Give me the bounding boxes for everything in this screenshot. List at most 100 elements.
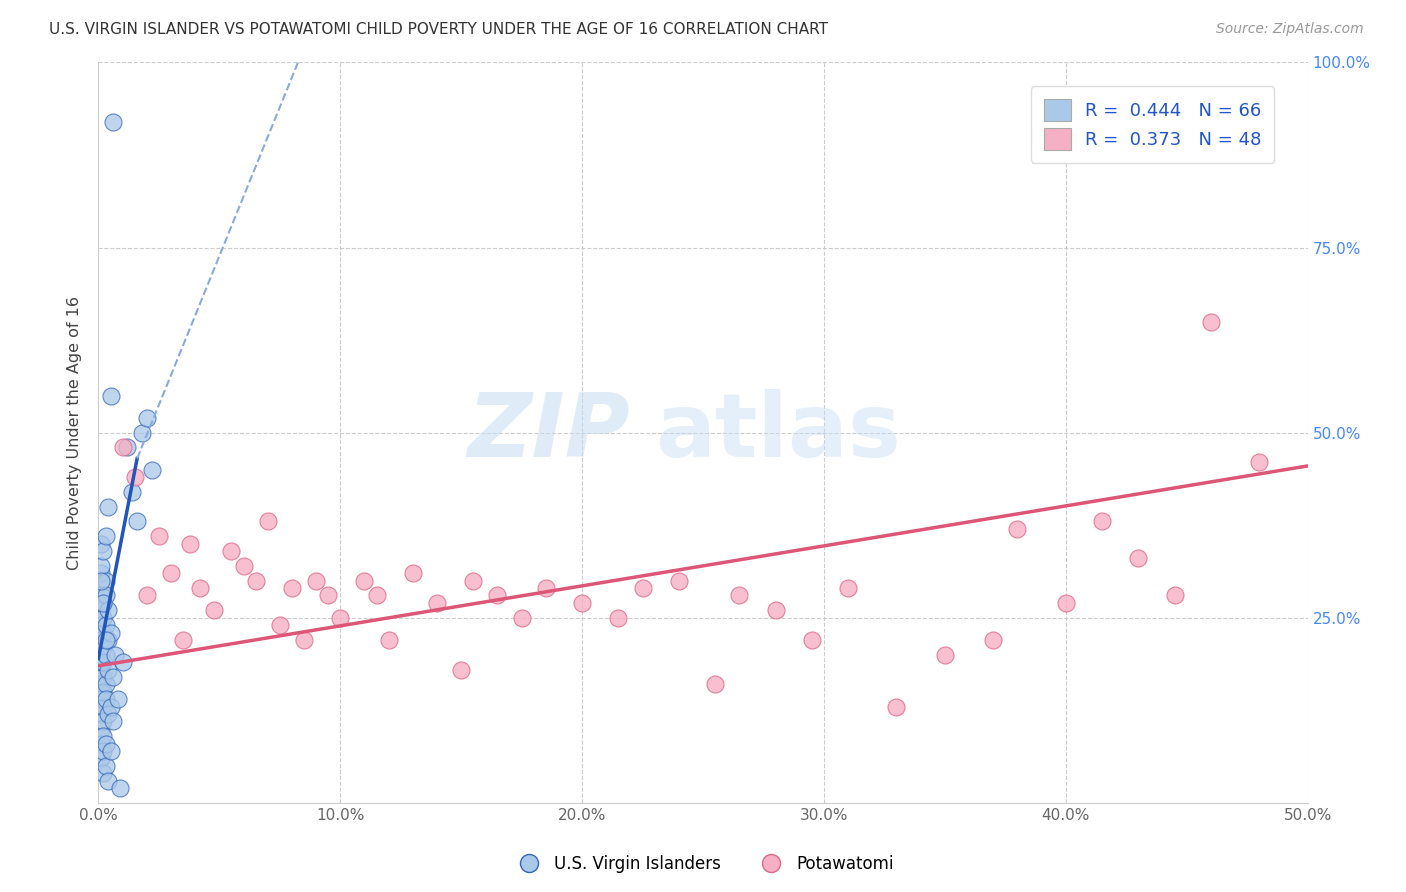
Point (91, 699, 114, 714)
Point (135, 410, 157, 425)
Point (256, 515, 278, 529)
Point (94, 574, 117, 588)
Point (305, 574, 328, 588)
Point (934, 648, 956, 662)
Point (101, 114, 124, 128)
Point (90, 737, 112, 751)
Point (204, 603, 226, 617)
Point (94, 677, 117, 691)
Point (353, 574, 375, 588)
Point (510, 610, 533, 624)
Point (450, 663, 472, 677)
Point (101, 670, 124, 684)
Point (631, 581, 654, 595)
Point (704, 677, 727, 691)
Point (94, 758, 117, 772)
Point (91, 744, 114, 758)
Point (101, 714, 124, 729)
Point (607, 610, 630, 624)
Point (281, 581, 304, 595)
Text: atlas: atlas (655, 389, 900, 476)
Point (90, 574, 112, 588)
Point (426, 596, 449, 610)
Point (486, 589, 509, 603)
Point (1249, 455, 1271, 469)
Point (91, 596, 114, 610)
Point (329, 610, 352, 624)
Point (91, 714, 114, 729)
Point (97, 603, 120, 617)
Point (188, 581, 211, 595)
Point (97, 663, 120, 677)
Point (90, 632, 112, 647)
Point (90, 589, 112, 603)
Text: ZIP: ZIP (468, 389, 630, 476)
Point (765, 603, 787, 617)
Point (97, 500, 120, 514)
Point (94, 589, 117, 603)
Point (90, 558, 112, 573)
Point (91, 655, 114, 669)
Point (90, 566, 112, 581)
Point (90, 722, 112, 736)
Point (90, 706, 112, 721)
Point (94, 737, 117, 751)
Point (463, 574, 485, 588)
Point (94, 618, 117, 632)
Point (377, 632, 399, 647)
Point (121, 484, 143, 499)
Legend: U.S. Virgin Islanders, Potawatomi: U.S. Virgin Islanders, Potawatomi (506, 848, 900, 880)
Point (402, 566, 425, 581)
Point (316, 589, 339, 603)
Point (232, 558, 254, 573)
Point (107, 692, 129, 706)
Point (269, 618, 291, 632)
Point (94, 632, 117, 647)
Point (837, 581, 859, 595)
Point (135, 589, 157, 603)
Point (100, 388, 122, 402)
Point (94, 692, 117, 706)
Point (1128, 551, 1150, 566)
Legend: R =  0.444   N = 66, R =  0.373   N = 48: R = 0.444 N = 66, R = 0.373 N = 48 (1031, 87, 1274, 163)
Point (221, 544, 243, 558)
Point (90, 648, 112, 662)
Point (91, 729, 114, 743)
Point (97, 773, 120, 788)
Point (91, 610, 114, 624)
Point (91, 685, 114, 699)
Point (117, 441, 139, 455)
Point (94, 648, 117, 662)
Point (90, 692, 112, 706)
Point (94, 529, 117, 543)
Point (90, 663, 112, 677)
Point (90, 677, 112, 691)
Point (1054, 596, 1077, 610)
Point (97, 706, 120, 721)
Point (534, 581, 557, 595)
Point (104, 648, 127, 662)
Point (111, 655, 134, 669)
Point (1199, 314, 1222, 328)
Point (131, 425, 153, 440)
Point (90, 685, 112, 699)
Point (886, 699, 908, 714)
Text: Source: ZipAtlas.com: Source: ZipAtlas.com (1216, 22, 1364, 37)
Point (91, 766, 114, 780)
Point (728, 589, 751, 603)
Point (1007, 522, 1029, 536)
Point (90, 603, 112, 617)
Y-axis label: Child Poverty Under the Age of 16: Child Poverty Under the Age of 16 (67, 295, 83, 570)
Point (160, 566, 183, 581)
Point (111, 441, 134, 455)
Point (124, 470, 146, 484)
Point (91, 544, 114, 558)
Point (100, 744, 122, 758)
Point (127, 515, 149, 529)
Point (141, 462, 163, 476)
Point (90, 751, 112, 765)
Point (148, 529, 170, 543)
Point (571, 596, 593, 610)
Point (91, 596, 114, 610)
Point (245, 574, 267, 588)
